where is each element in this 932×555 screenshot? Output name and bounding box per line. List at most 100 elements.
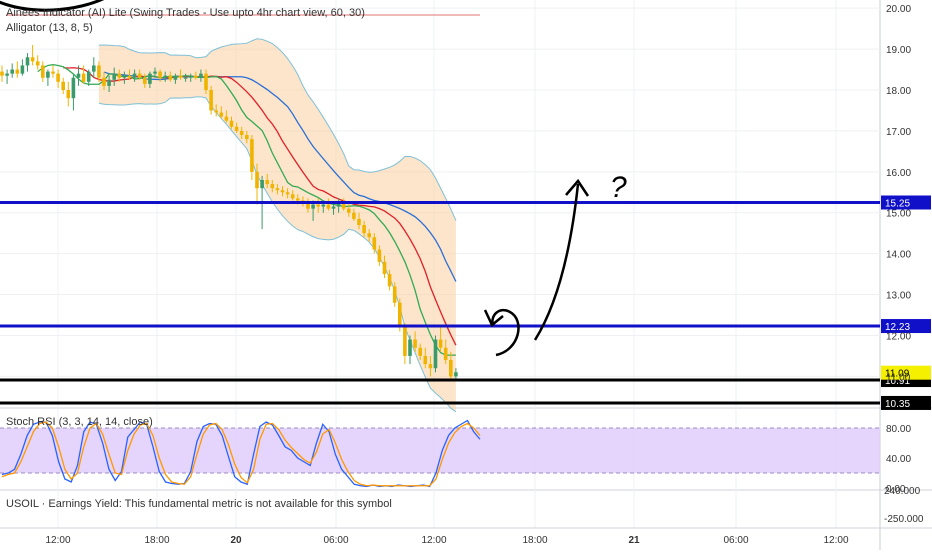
candle-body bbox=[321, 204, 326, 207]
time-axis-tick: 06:00 bbox=[323, 535, 348, 546]
hand-drawn-top-stroke bbox=[0, 0, 105, 12]
candle-body bbox=[367, 233, 371, 238]
candle-body bbox=[285, 192, 290, 195]
candle-body bbox=[428, 364, 433, 369]
price-axis-tick: 13.00 bbox=[886, 291, 911, 302]
candles bbox=[0, 45, 458, 381]
candle-body bbox=[438, 339, 443, 348]
price-line-tag bbox=[881, 319, 931, 334]
stoch-rsi-pane: 80.00 40.00 0.00 bbox=[0, 419, 911, 495]
candle-body bbox=[15, 69, 20, 74]
candle-body bbox=[10, 69, 14, 74]
price-axis-tick: 19.00 bbox=[886, 45, 911, 56]
candle-body bbox=[280, 190, 285, 193]
time-axis-tick: 18:00 bbox=[144, 535, 169, 546]
price-axis-tick: 11.00 bbox=[886, 372, 911, 383]
candle-body bbox=[127, 75, 132, 78]
candle-body bbox=[250, 139, 254, 172]
candle-body bbox=[331, 206, 336, 209]
candle-body bbox=[56, 73, 60, 82]
candle-body bbox=[102, 77, 106, 86]
hand-drawn-arrowhead bbox=[483, 309, 504, 327]
candle-body bbox=[112, 73, 116, 80]
price-axis-tick: 17.00 bbox=[886, 127, 911, 138]
candle-body bbox=[372, 237, 377, 250]
candle-body bbox=[423, 355, 428, 365]
candle-body bbox=[387, 274, 392, 287]
price-axis-tick: 20.00 bbox=[886, 4, 911, 15]
price-line-label: 10.35 bbox=[885, 399, 910, 410]
candle-body bbox=[51, 71, 55, 74]
candle-body bbox=[204, 73, 208, 90]
time-axis-tick: 18:00 bbox=[522, 535, 547, 546]
candle-body bbox=[35, 61, 40, 66]
candle-body bbox=[357, 218, 361, 225]
price-line-label: 10.91 bbox=[885, 376, 910, 387]
candle-body bbox=[403, 327, 407, 356]
candle-body bbox=[260, 180, 264, 189]
candle-body bbox=[122, 75, 127, 78]
earnings-axis-tick: -250.000 bbox=[884, 514, 924, 525]
candle-body bbox=[153, 71, 157, 74]
candle-body bbox=[219, 112, 224, 117]
alligator-teeth-line bbox=[63, 67, 457, 346]
candle-body bbox=[117, 73, 122, 78]
candle-body bbox=[408, 339, 412, 356]
candle-body bbox=[183, 77, 188, 79]
earnings-yield-title[interactable]: USOIL · Earnings Yield: This fundamental… bbox=[6, 498, 392, 510]
time-axis-tick: 12:00 bbox=[45, 535, 70, 546]
candle-body bbox=[137, 73, 142, 78]
candle-body bbox=[377, 249, 382, 262]
alligator-title[interactable]: Alligator (13, 8, 5) bbox=[6, 22, 93, 34]
candle-body bbox=[188, 75, 193, 78]
candle-body bbox=[20, 65, 25, 74]
candle-body bbox=[71, 77, 76, 99]
candle-body bbox=[382, 261, 387, 275]
candle-body bbox=[132, 73, 137, 78]
candle-body bbox=[168, 75, 173, 80]
candle-body bbox=[433, 339, 438, 369]
price-line-tag bbox=[881, 195, 931, 210]
current-price-label: 11.09 bbox=[885, 369, 910, 380]
candle-body bbox=[0, 71, 4, 76]
candle-body bbox=[245, 135, 249, 140]
candle-body bbox=[86, 71, 91, 82]
candle-body bbox=[97, 65, 101, 78]
rsi-d-line bbox=[1, 421, 481, 487]
candle-body bbox=[311, 204, 315, 209]
candle-body bbox=[163, 75, 167, 78]
candle-body bbox=[92, 65, 96, 72]
candle-body bbox=[239, 130, 244, 135]
candle-body bbox=[255, 171, 259, 189]
candle-body bbox=[290, 194, 295, 199]
price-axis-tick: 12.00 bbox=[886, 331, 911, 342]
candle-body bbox=[148, 73, 152, 84]
candle-body bbox=[143, 77, 147, 84]
rsi-axis-tick: 80.00 bbox=[886, 424, 911, 435]
price-line-tag bbox=[881, 395, 931, 410]
candle-body bbox=[5, 73, 9, 76]
alligator-lips-line bbox=[37, 63, 456, 356]
candle-body bbox=[306, 202, 310, 209]
candle-body bbox=[76, 73, 81, 78]
price-axis: 20.00 19.00 18.00 17.00 16.00 15.00 14.00 13.00… bbox=[884, 4, 924, 525]
time-axis-tick: 21 bbox=[628, 535, 640, 546]
candle-body bbox=[66, 90, 71, 99]
candle-body bbox=[443, 347, 448, 360]
alligator-jaw-line bbox=[103, 71, 457, 282]
candle-body bbox=[352, 212, 356, 219]
hand-drawn-question-mark: ? bbox=[610, 171, 627, 204]
time-axis-tick: 12:00 bbox=[421, 535, 446, 546]
candle-body bbox=[25, 57, 30, 66]
candle-body bbox=[449, 360, 453, 377]
time-axis-tick: 20 bbox=[230, 535, 242, 546]
current-price-tag bbox=[881, 365, 931, 380]
price-line-label: 12.23 bbox=[885, 322, 910, 333]
candle-body bbox=[209, 90, 213, 111]
candle-body bbox=[41, 65, 45, 78]
stoch-rsi-title[interactable]: Stoch RSI (3, 3, 14, 14, close) bbox=[6, 416, 153, 428]
indicator-title[interactable]: Ainees Indicator (AI) Lite (Swing Trades… bbox=[6, 7, 365, 19]
hand-drawings: ? bbox=[0, 0, 627, 357]
